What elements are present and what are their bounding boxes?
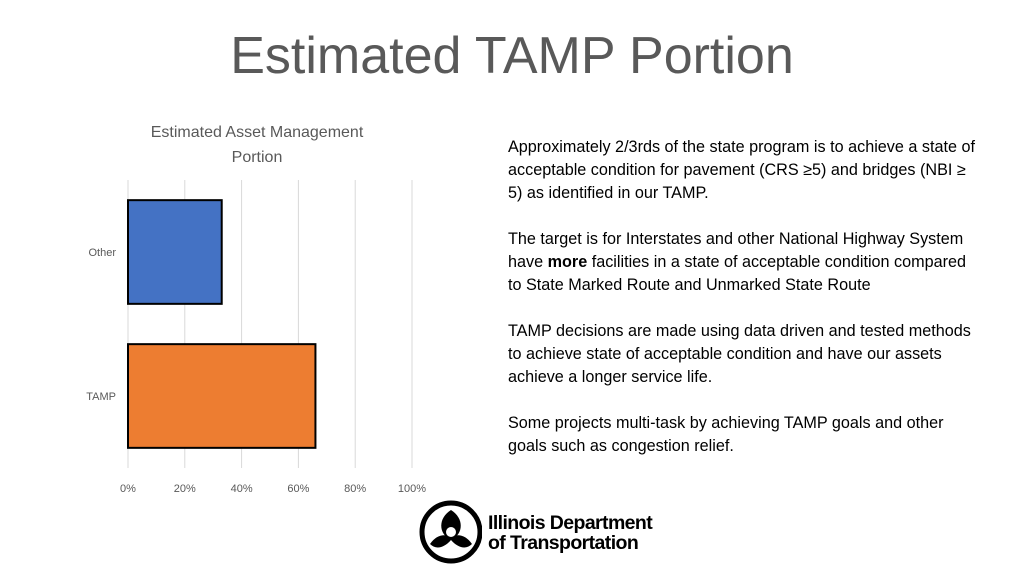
logo-line-2: of Transportation <box>488 532 639 554</box>
emphasis-more: more <box>547 253 588 271</box>
body-text: Approximately 2/3rds of the state progra… <box>508 136 978 481</box>
logo-text: Illinois Department of Transportation <box>488 512 653 554</box>
x-axis-tick-labels: 0% 20% 40% 60% 80% 100% <box>120 483 426 495</box>
chart-bars <box>127 199 317 449</box>
paragraph-target: The target is for Interstates and other … <box>508 228 978 297</box>
category-label: TAMP <box>86 391 116 403</box>
x-tick-label: 0% <box>120 483 136 495</box>
idot-emblem-icon <box>419 500 483 564</box>
paragraph-target-end: facilities in a state of acceptable cond… <box>508 253 967 294</box>
bar-other <box>127 199 223 305</box>
x-tick-label: 60% <box>287 483 309 495</box>
x-tick-label: 20% <box>174 483 196 495</box>
bar-tamp <box>127 343 317 449</box>
x-tick-label: 80% <box>344 483 366 495</box>
category-label: Other <box>88 247 116 259</box>
chart-title-line: Estimated Asset Management <box>151 124 364 141</box>
category-labels: Other TAMP <box>86 247 116 403</box>
paragraph-target-start: The target is for Interstates and other … <box>508 230 964 271</box>
idot-logo: Illinois Department of Transportation <box>416 498 666 564</box>
chart-title: Estimated Asset Management Portion <box>151 124 364 166</box>
paragraph-multitask: Some projects multi-task by achieving TA… <box>508 414 944 455</box>
logo-line-1: Illinois Department <box>488 512 653 534</box>
chart-title-line: Portion <box>232 149 283 166</box>
paragraph-decisions: TAMP decisions are made using data drive… <box>508 322 971 386</box>
paragraph-program-share: Approximately 2/3rds of the state progra… <box>508 138 975 202</box>
x-tick-label: 40% <box>231 483 253 495</box>
slide-title: Estimated TAMP Portion <box>230 27 794 85</box>
x-tick-label: 100% <box>398 483 426 495</box>
bar-chart: Estimated Asset Management Portion Other T… <box>86 124 426 495</box>
